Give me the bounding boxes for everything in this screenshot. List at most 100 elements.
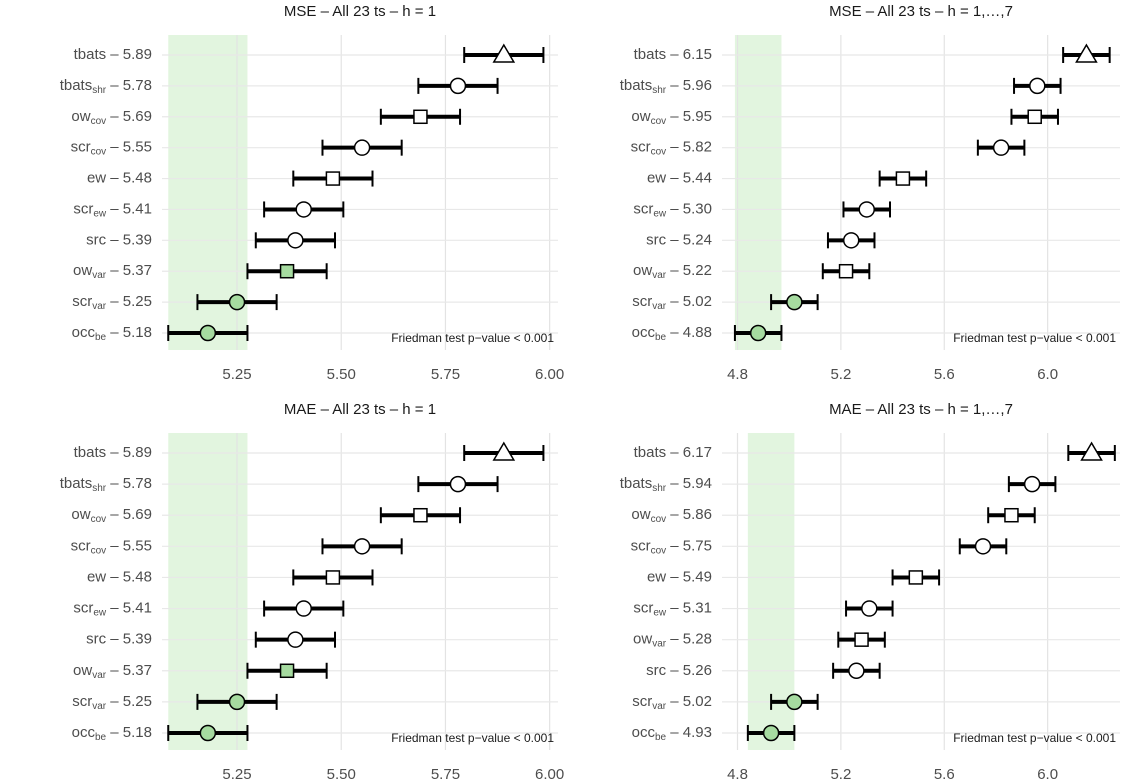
label-subscript: cov <box>91 514 107 525</box>
point <box>279 663 295 679</box>
category-label: src – 5.24 <box>646 231 712 248</box>
point <box>492 441 516 461</box>
point <box>295 600 312 617</box>
label-rank: – 5.48 <box>106 170 152 187</box>
annotation: Friedman test p−value < 0.001 <box>391 731 554 745</box>
category-label: screw – 5.41 <box>73 600 152 619</box>
label-name: tbats <box>60 77 93 94</box>
label-rank: – 5.89 <box>106 46 152 63</box>
label-subscript: shr <box>652 85 667 96</box>
label-rank: – 4.93 <box>666 724 712 741</box>
annotation: Friedman test p−value < 0.001 <box>391 331 554 345</box>
label-rank: – 5.96 <box>666 77 712 94</box>
label-subscript: var <box>652 701 667 712</box>
category-label: scrcov – 5.55 <box>71 537 152 556</box>
point <box>861 600 878 617</box>
label-subscript: be <box>655 332 667 343</box>
annotation: Friedman test p−value < 0.001 <box>953 331 1116 345</box>
label-name: tbats <box>620 77 653 94</box>
point <box>992 139 1010 156</box>
panel-title: MAE – All 23 ts – h = 1 <box>284 401 436 418</box>
label-name: ow <box>73 662 92 679</box>
label-subscript: shr <box>92 483 107 494</box>
point <box>492 43 516 63</box>
label-rank: – 5.22 <box>666 262 712 279</box>
category-label: owcov – 5.69 <box>71 506 152 525</box>
label-subscript: shr <box>652 483 667 494</box>
panel: MAE – All 23 ts – h = 1 5.25 5.50 5.75 6.00 t… <box>60 401 565 783</box>
label-subscript: be <box>95 732 107 743</box>
label-name: scr <box>631 139 651 156</box>
label-name: occ <box>72 724 96 741</box>
label-name: scr <box>631 537 651 554</box>
label-rank: – 5.78 <box>106 475 152 492</box>
label-rank: – 5.18 <box>106 324 152 341</box>
label-name: ow <box>631 108 650 125</box>
label-name: scr <box>73 600 93 617</box>
label-name: ow <box>633 631 652 648</box>
label-subscript: cov <box>651 115 667 126</box>
label-subscript: var <box>92 669 107 680</box>
label-rank: – 5.55 <box>106 537 152 554</box>
point <box>228 693 246 711</box>
x-tick-label: 5.25 <box>222 366 251 383</box>
category-label: tbats – 5.89 <box>74 444 152 461</box>
point <box>199 724 217 742</box>
label-name: ow <box>71 108 90 125</box>
label-name: scr <box>71 139 91 156</box>
label-subscript: var <box>652 270 667 281</box>
label-subscript: be <box>95 332 107 343</box>
point <box>449 475 467 493</box>
label-name: ew <box>647 170 666 187</box>
panel: MAE – All 23 ts – h = 1,…,7 4.8 5.2 5.6 6.0 t… <box>620 401 1120 783</box>
label-name: ew <box>647 568 666 585</box>
category-label: tbatsshr – 5.94 <box>620 475 712 494</box>
label-rank: – 5.37 <box>106 262 152 279</box>
label-subscript: cov <box>651 514 667 525</box>
point <box>854 632 869 647</box>
category-label: ew – 5.49 <box>647 568 712 585</box>
point <box>858 201 875 218</box>
category-label: owvar – 5.37 <box>73 662 152 681</box>
label-subscript: cov <box>91 545 107 556</box>
label-rank: – 5.39 <box>106 631 152 648</box>
label-name: ow <box>71 506 90 523</box>
label-name: tbats <box>74 444 107 461</box>
label-name: scr <box>632 693 652 710</box>
point <box>786 693 803 711</box>
label-name: occ <box>632 724 656 741</box>
point <box>413 109 428 125</box>
point <box>279 263 295 279</box>
x-tick-label: 6.00 <box>535 366 564 383</box>
point <box>353 538 371 555</box>
label-rank: – 5.86 <box>666 506 712 523</box>
label-name: scr <box>72 693 92 710</box>
label-rank: – 6.17 <box>666 444 712 461</box>
label-name: occ <box>632 324 656 341</box>
category-label: ew – 5.48 <box>87 568 152 585</box>
annotation: Friedman test p−value < 0.001 <box>953 731 1116 745</box>
label-name: ow <box>73 262 92 279</box>
label-rank: – 5.02 <box>666 693 712 710</box>
category-label: occbe – 4.93 <box>632 724 712 743</box>
category-label: tbatsshr – 5.96 <box>620 77 712 96</box>
category-label: screw – 5.30 <box>633 200 712 219</box>
label-rank: – 5.25 <box>106 293 152 310</box>
label-name: tbats <box>634 46 667 63</box>
x-tick-label: 4.8 <box>727 766 748 783</box>
point <box>353 139 371 156</box>
label-name: scr <box>72 293 92 310</box>
label-rank: – 5.75 <box>666 537 712 554</box>
label-rank: – 6.15 <box>666 46 712 63</box>
label-subscript: ew <box>653 208 667 219</box>
category-label: occbe – 5.18 <box>72 324 152 343</box>
category-label: scrcov – 5.75 <box>631 537 712 556</box>
point <box>1080 441 1103 461</box>
label-name: src <box>86 631 106 648</box>
point <box>325 171 341 186</box>
critical-band <box>734 35 782 350</box>
label-name: tbats <box>620 475 653 492</box>
label-name: src <box>86 231 106 248</box>
category-label: owvar – 5.28 <box>633 631 712 650</box>
panel: MSE – All 23 ts – h = 1,…,7 4.8 5.2 5.6 6.0 t… <box>620 3 1120 383</box>
